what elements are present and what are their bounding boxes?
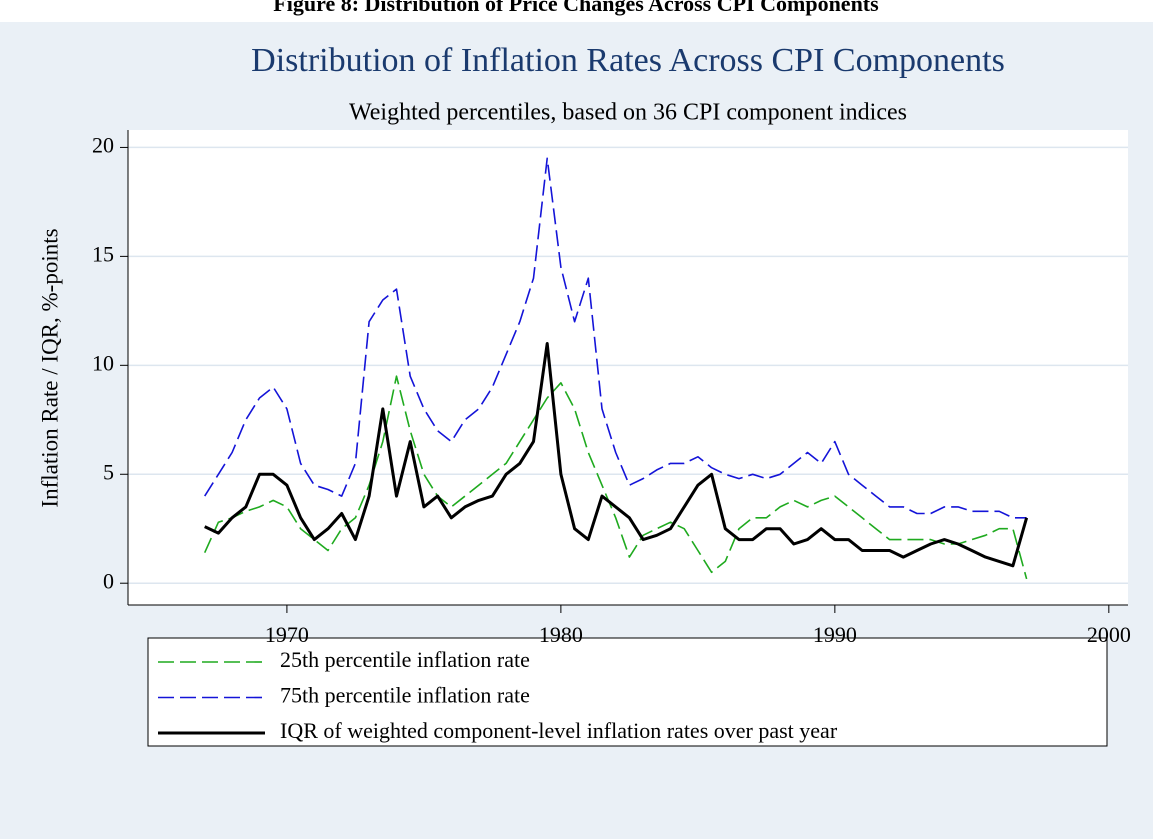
y-tick-label: 20 xyxy=(92,132,114,157)
plot-area xyxy=(128,130,1128,605)
legend-label: 75th percentile inflation rate xyxy=(280,683,530,708)
legend-label: 25th percentile inflation rate xyxy=(280,647,530,672)
y-tick-label: 10 xyxy=(92,350,114,375)
chart-title: Distribution of Inflation Rates Across C… xyxy=(251,42,1005,79)
x-tick-label: 1980 xyxy=(539,622,583,647)
legend-label: IQR of weighted component-level inflatio… xyxy=(280,718,838,743)
x-tick-label: 1970 xyxy=(265,622,309,647)
legend-box xyxy=(147,637,1108,747)
y-tick-label: 15 xyxy=(92,241,114,266)
x-tick-label: 2000 xyxy=(1087,622,1131,647)
series-line xyxy=(204,157,1027,519)
chart-subtitle: Weighted percentiles, based on 36 CPI co… xyxy=(349,100,907,126)
y-tick-label: 0 xyxy=(103,568,114,593)
series-line xyxy=(203,375,1028,580)
y-tick-label: 5 xyxy=(103,459,114,484)
y-axis-label: Inflation Rate / IQR, %-points xyxy=(37,228,62,507)
series-line xyxy=(204,342,1029,568)
figure-caption: Figure 8: Distribution of Price Changes … xyxy=(273,0,879,16)
x-tick-label: 1990 xyxy=(813,622,857,647)
